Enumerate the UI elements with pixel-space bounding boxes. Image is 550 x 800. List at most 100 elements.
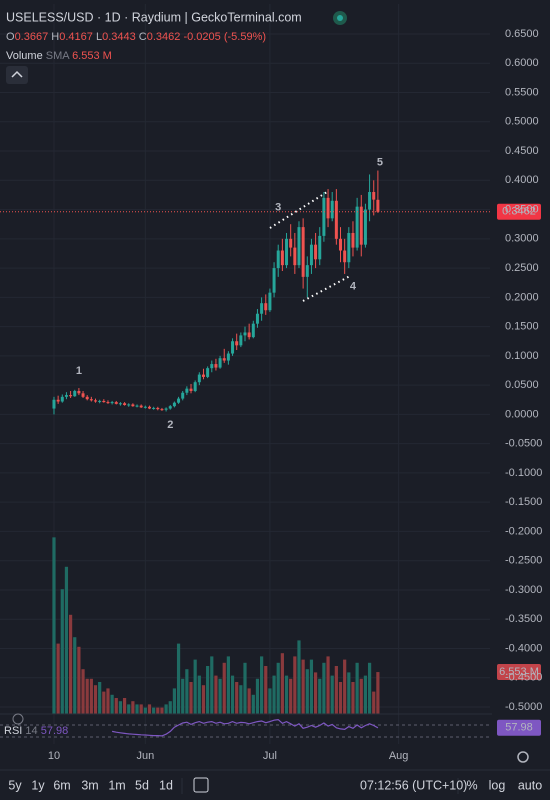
collapse-button[interactable] xyxy=(6,66,28,84)
y-tick-label: -0.1500 xyxy=(505,496,542,508)
volume-line: Volume SMA 6.553 M xyxy=(6,50,112,62)
scale-option[interactable]: auto xyxy=(518,778,542,792)
volume-bar xyxy=(73,637,77,714)
change: -0.0205 xyxy=(183,31,220,43)
candle-body xyxy=(160,409,164,411)
wave-label: 3 xyxy=(275,202,281,214)
wave-label: 1 xyxy=(76,365,82,377)
calendar-icon[interactable] xyxy=(193,777,209,793)
candle-body xyxy=(218,358,222,368)
y-tick-label: 0.2500 xyxy=(505,262,539,274)
rsi-box xyxy=(497,719,541,736)
scale-option[interactable]: log xyxy=(489,778,506,792)
candle-body xyxy=(239,335,243,346)
candle-body xyxy=(330,200,334,219)
range-button[interactable]: 1d xyxy=(159,778,173,792)
volume-bar xyxy=(309,659,314,714)
volume-bar xyxy=(197,675,201,714)
price-box xyxy=(497,203,541,220)
range-button[interactable]: 3m xyxy=(81,778,98,792)
volume-bar xyxy=(143,707,147,714)
x-tick-label: Jul xyxy=(263,750,277,762)
volume-layer xyxy=(52,537,380,714)
volume-bar xyxy=(243,662,247,714)
change-pct: (-5.59%) xyxy=(224,31,266,43)
y-tick-label: 0.4000 xyxy=(505,174,539,186)
x-tick-label: 10 xyxy=(48,750,60,762)
candle-body xyxy=(94,400,98,402)
candle-body xyxy=(81,393,85,397)
volume-bar xyxy=(64,566,69,714)
rsi-line xyxy=(111,718,379,737)
candle-body xyxy=(255,313,259,324)
candle-body xyxy=(172,402,176,407)
volume-bar xyxy=(343,659,347,714)
range-button[interactable]: 5d xyxy=(135,778,149,792)
scale-option[interactable]: % xyxy=(466,778,477,792)
candle-body xyxy=(201,374,205,377)
volume-bar xyxy=(359,678,363,714)
volume-bar xyxy=(280,653,284,714)
volume-box xyxy=(497,664,541,681)
candle-body xyxy=(127,404,131,406)
candle-body xyxy=(264,303,268,311)
candle-body xyxy=(98,400,102,402)
volume-bar xyxy=(318,678,322,714)
settings-icon[interactable] xyxy=(12,713,24,725)
candle-body xyxy=(56,399,60,402)
candle-body xyxy=(305,265,309,277)
volume-bar xyxy=(334,666,338,714)
volume-bar xyxy=(156,707,160,714)
candle-body xyxy=(89,399,93,401)
y-tick-label: 0.5500 xyxy=(505,86,539,98)
rsi-legend: RSI 14 57.98 xyxy=(4,725,68,737)
candle-body xyxy=(226,353,230,361)
candle-body xyxy=(368,192,372,210)
candle-body xyxy=(214,364,218,368)
candle-body xyxy=(235,341,239,346)
volume-bar xyxy=(131,701,135,714)
rsi-length: 14 xyxy=(25,725,37,737)
range-button[interactable]: 1m xyxy=(108,778,125,792)
volume-bar xyxy=(255,678,260,714)
wedge-upper xyxy=(269,191,328,229)
volume-bar xyxy=(313,672,318,714)
volume-bar xyxy=(338,682,343,714)
ohlc-key: O xyxy=(6,31,15,43)
volume-bar xyxy=(98,682,102,714)
candle-body xyxy=(372,192,376,200)
range-button[interactable]: 1y xyxy=(31,778,45,792)
volume-bar xyxy=(102,691,106,714)
toolbar: 5y 1y 6m 3m 1m 5d 1d% log auto xyxy=(8,778,542,792)
y-tick-label: -0.4000 xyxy=(505,642,542,654)
status-dot-inner xyxy=(337,15,343,21)
volume-bar xyxy=(81,669,85,714)
y-tick-label: 0.1000 xyxy=(505,350,539,362)
y-tick-label: -0.4500 xyxy=(505,672,542,684)
candle-body xyxy=(147,406,151,409)
range-button[interactable]: 6m xyxy=(53,778,70,792)
y-tick-label: 0.6500 xyxy=(505,28,539,40)
candle-body xyxy=(339,238,343,251)
volume-bar xyxy=(326,656,330,714)
volume-bar xyxy=(122,698,127,714)
candle-body xyxy=(347,232,351,263)
volume-bar xyxy=(372,691,376,714)
candle-body xyxy=(206,368,210,377)
candle-body xyxy=(131,404,135,407)
volume-bar xyxy=(214,675,218,714)
candle-body xyxy=(52,399,56,409)
candle-body xyxy=(210,364,214,369)
candle-body xyxy=(293,247,297,266)
volume-bar xyxy=(77,646,81,714)
volume-bar xyxy=(160,707,164,714)
volume-bar xyxy=(363,675,368,714)
candle-body xyxy=(181,392,185,399)
settings-icon[interactable] xyxy=(517,751,529,763)
volume-bar xyxy=(367,662,372,714)
range-button[interactable]: 5y xyxy=(8,778,22,792)
volume-bar xyxy=(114,698,118,714)
volume-bar xyxy=(85,678,89,714)
candle-body xyxy=(114,402,118,404)
volume-bar xyxy=(268,688,272,714)
